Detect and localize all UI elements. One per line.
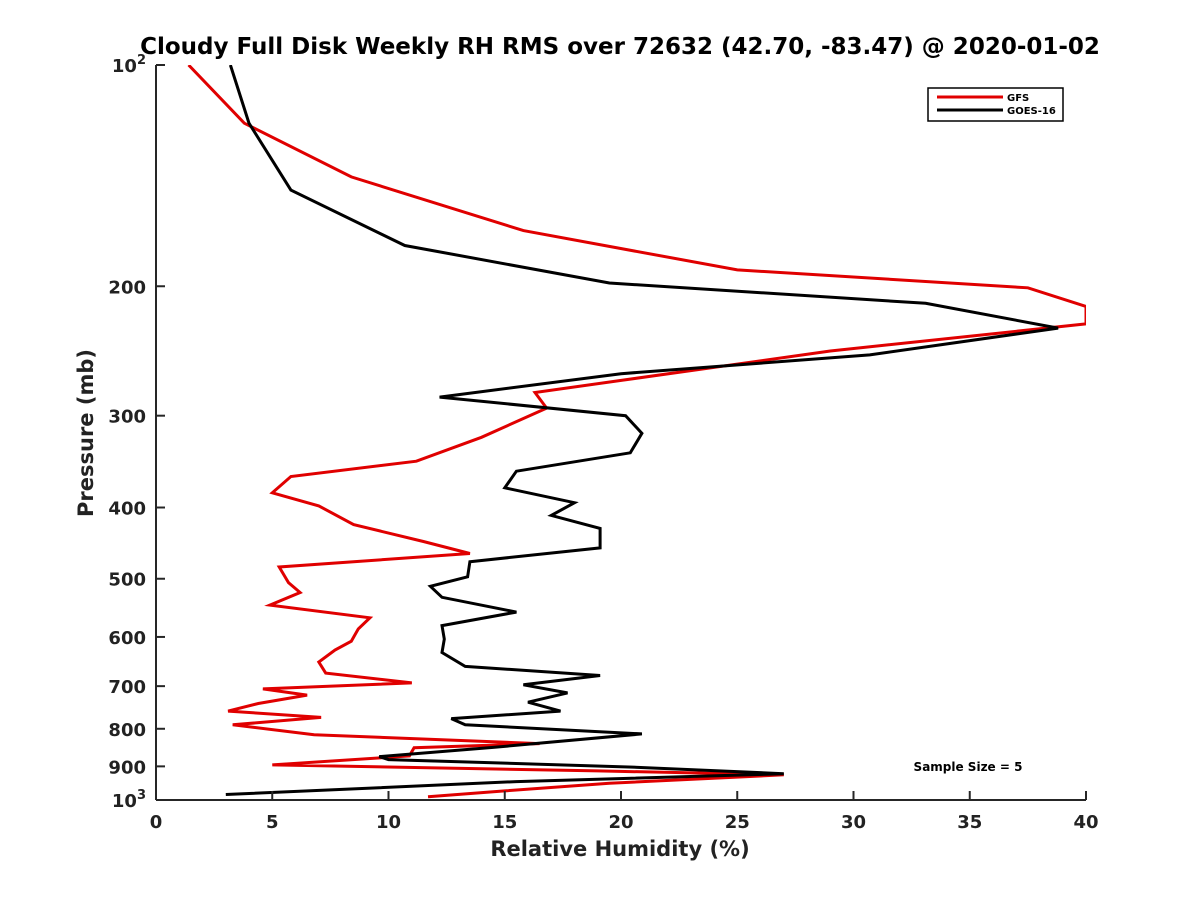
y-tick-label: 800 bbox=[108, 720, 146, 741]
x-tick-label: 20 bbox=[608, 812, 633, 833]
y-axis-label: Pressure (mb) bbox=[74, 349, 98, 517]
x-axis-label: Relative Humidity (%) bbox=[490, 837, 749, 861]
y-tick-label: 300 bbox=[108, 407, 146, 428]
y-tick-label: 400 bbox=[108, 499, 146, 520]
x-tick-label: 0 bbox=[150, 812, 163, 833]
y-tick-label: 600 bbox=[108, 628, 146, 649]
x-tick-label: 5 bbox=[266, 812, 279, 833]
x-tick-label: 35 bbox=[957, 812, 982, 833]
x-tick-label: 15 bbox=[492, 812, 517, 833]
y-tick-label: 500 bbox=[108, 570, 146, 591]
x-tick-label: 25 bbox=[725, 812, 750, 833]
x-tick-label: 40 bbox=[1073, 812, 1098, 833]
legend: GFS GOES-16 bbox=[927, 87, 1064, 122]
series-line-gfs bbox=[187, 65, 1086, 799]
chart-title: Cloudy Full Disk Weekly RH RMS over 7263… bbox=[140, 34, 1100, 60]
x-tick-label: 30 bbox=[841, 812, 866, 833]
y-tick-label: 200 bbox=[108, 277, 146, 298]
y-tick-label: 102 bbox=[112, 53, 146, 77]
y-tick-label: 700 bbox=[108, 677, 146, 698]
legend-label-goes-16: GOES-16 bbox=[1007, 106, 1056, 117]
sample-size-annotation: Sample Size = 5 bbox=[914, 760, 1023, 774]
legend-box bbox=[927, 87, 1064, 122]
series-line-goes-16 bbox=[225, 65, 1059, 796]
y-tick-label: 103 bbox=[112, 788, 146, 812]
x-tick-label: 10 bbox=[376, 812, 401, 833]
y-tick-label: 900 bbox=[108, 757, 146, 778]
plot-area: 0 5 10 15 20 25 30 35 40 102 200 300 400 500 600 700 800… bbox=[108, 53, 1098, 833]
legend-label-gfs: GFS bbox=[1007, 93, 1029, 104]
